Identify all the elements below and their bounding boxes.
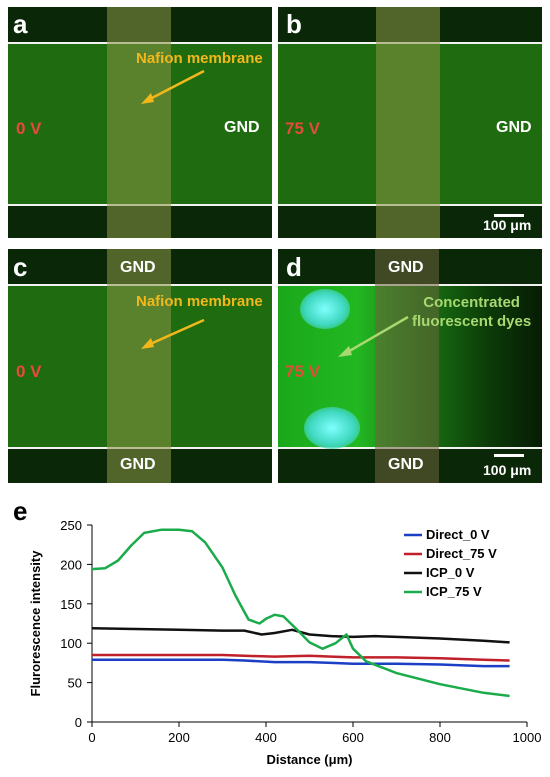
gnd-top-label-d: GND xyxy=(388,259,424,276)
scale-bar xyxy=(494,454,524,457)
gnd-top-label-c: GND xyxy=(120,259,156,276)
panel-label-d: d xyxy=(286,252,302,282)
x-tick-label: 400 xyxy=(255,730,277,745)
panel-label-b: b xyxy=(286,9,302,39)
nafion-membrane-label: Nafion membrane xyxy=(136,293,263,310)
nafion-membrane xyxy=(376,7,440,238)
voltage-label-d: 75 V xyxy=(285,362,320,381)
micrograph-panel-d xyxy=(278,249,542,483)
micrograph-panel-b xyxy=(278,7,542,238)
micrograph-panel-a xyxy=(8,7,272,238)
y-axis-title: Flurorescence intensity xyxy=(28,550,43,697)
nafion-membrane xyxy=(107,249,171,483)
intensity-line-chart: 0 200 400 600 800 1000 0 50 100 150 200 250 Distance… xyxy=(28,518,542,767)
voltage-label-a: 0 V xyxy=(16,119,42,138)
y-tick-label: 200 xyxy=(60,557,82,572)
series-line xyxy=(92,653,510,662)
legend-entry: ICP_0 V xyxy=(426,565,475,580)
concentrated-dyes-label: Concentrated fluorescent dyes xyxy=(412,294,532,330)
panel-label-a: a xyxy=(13,9,28,39)
series-line xyxy=(92,658,510,668)
series-line xyxy=(91,528,510,698)
nafion-membrane xyxy=(375,249,439,483)
scale-bar xyxy=(494,214,524,217)
y-tick-label: 50 xyxy=(68,676,82,691)
gnd-label-a: GND xyxy=(224,119,260,136)
annotation-arrow xyxy=(338,315,409,357)
cyan-hotspot xyxy=(304,407,360,449)
y-tick-label: 150 xyxy=(60,597,82,612)
legend-entry: Direct_0 V xyxy=(426,527,490,542)
annotation-arrow xyxy=(141,318,205,349)
y-tick-label: 100 xyxy=(60,636,82,651)
x-tick-label: 1000 xyxy=(513,730,542,745)
nafion-membrane xyxy=(107,7,171,238)
scale-bar-label-d: 100 μm xyxy=(483,462,532,478)
annotation-arrow xyxy=(141,69,205,104)
x-tick-label: 800 xyxy=(429,730,451,745)
x-tick-label: 0 xyxy=(88,730,95,745)
nafion-membrane-label: Nafion membrane xyxy=(136,50,263,67)
voltage-label-c: 0 V xyxy=(16,362,42,381)
x-tick-label: 600 xyxy=(342,730,364,745)
micrograph-panel-c xyxy=(8,249,272,483)
y-tick-label: 0 xyxy=(75,715,82,730)
gnd-label-b: GND xyxy=(496,119,532,136)
gnd-bottom-label-c: GND xyxy=(120,456,156,473)
panel-label-c: c xyxy=(13,252,28,282)
legend-entry: ICP_75 V xyxy=(426,584,482,599)
series-line xyxy=(91,626,510,644)
gnd-bottom-label-d: GND xyxy=(388,456,424,473)
cyan-hotspot xyxy=(300,289,350,329)
scale-bar-label-b: 100 μm xyxy=(483,217,532,233)
y-tick-label: 250 xyxy=(60,518,82,533)
x-tick-label: 200 xyxy=(168,730,190,745)
voltage-label-b: 75 V xyxy=(285,119,320,138)
legend-entry: Direct_75 V xyxy=(426,546,497,561)
panel-label-e: e xyxy=(13,496,28,526)
x-axis-title: Distance (μm) xyxy=(267,752,353,767)
